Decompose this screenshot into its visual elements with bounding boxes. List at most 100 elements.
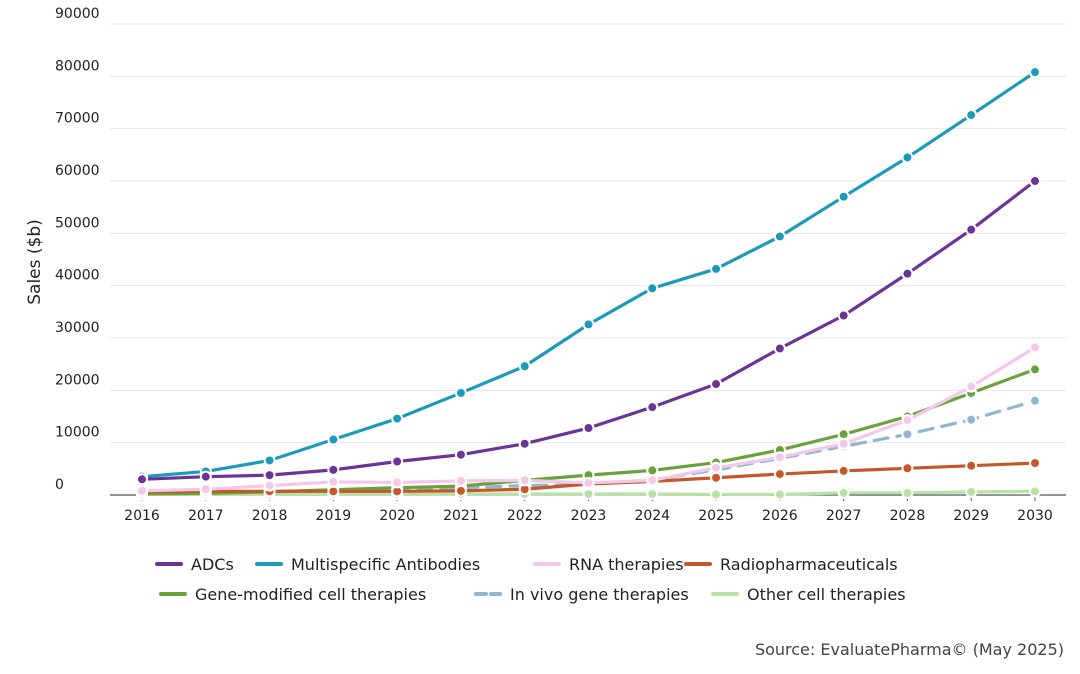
data-point (199, 483, 212, 496)
series-lines (136, 66, 1041, 501)
x-tick-label: 2026 (762, 508, 798, 524)
legend-label: Radiopharmaceuticals (720, 555, 898, 574)
data-point (518, 437, 531, 450)
data-point (1029, 66, 1041, 79)
data-point (773, 451, 786, 464)
y-tick-label: 20000 (55, 372, 100, 388)
data-point (582, 422, 595, 435)
y-tick-label: 70000 (55, 111, 100, 127)
data-point (901, 462, 914, 475)
legend-item: Other cell therapies (711, 585, 906, 604)
data-point (773, 342, 786, 355)
data-point (327, 475, 340, 488)
x-tick-label: 2025 (698, 508, 734, 524)
data-point (136, 484, 148, 497)
legend-item: In vivo gene therapies (474, 585, 689, 604)
data-point (965, 485, 978, 498)
data-point (837, 190, 850, 203)
data-point (646, 401, 659, 414)
data-point (965, 380, 978, 393)
y-tick-label: 0 (55, 477, 64, 493)
legend-label: Multispecific Antibodies (291, 555, 480, 574)
x-tick-label: 2029 (953, 508, 989, 524)
axes: 0 10000 20000 30000 40000 50000 60000 70000 8000… (55, 6, 1066, 524)
y-tick-label: 10000 (55, 425, 100, 441)
x-tick-label: 2016 (124, 508, 160, 524)
data-point (327, 463, 340, 476)
data-point (901, 414, 914, 427)
data-point (901, 428, 914, 441)
data-point (263, 469, 276, 482)
data-point (263, 479, 276, 492)
legend-label: Other cell therapies (747, 585, 906, 604)
legend-label: ADCs (191, 555, 234, 574)
data-point (965, 223, 978, 236)
x-tick-label: 2022 (507, 508, 543, 524)
legend-label: Gene-modified cell therapies (195, 585, 426, 604)
y-tick-label: 90000 (55, 6, 100, 22)
data-point (1029, 394, 1041, 407)
data-point (1029, 363, 1041, 376)
data-point (263, 454, 276, 467)
data-point (965, 459, 978, 472)
data-point (773, 468, 786, 481)
x-tick-label: 2023 (571, 508, 607, 524)
data-point (327, 433, 340, 446)
data-point (710, 461, 723, 474)
series-line (140, 70, 1037, 479)
legend-label: In vivo gene therapies (510, 585, 689, 604)
legend-label: RNA therapies (569, 555, 684, 574)
x-tick-label: 2024 (634, 508, 670, 524)
data-point (773, 488, 786, 501)
data-point (1029, 341, 1041, 354)
x-tick-label: 2018 (252, 508, 288, 524)
y-tick-label: 40000 (55, 268, 100, 284)
data-point (646, 487, 659, 500)
data-point (1029, 485, 1041, 498)
y-tick-label: 60000 (55, 163, 100, 179)
x-tick-label: 2019 (316, 508, 352, 524)
data-point (646, 474, 659, 487)
series-adcs (136, 175, 1041, 486)
y-tick-label: 50000 (55, 215, 100, 231)
data-point (136, 473, 148, 486)
legend: ADCs Multispecific Antibodies RNA therapie… (155, 555, 906, 604)
data-point (1029, 175, 1041, 187)
x-tick-label: 2020 (379, 508, 415, 524)
data-point (199, 470, 212, 483)
data-point (837, 486, 850, 499)
gridlines (110, 23, 1066, 444)
data-point (454, 386, 467, 399)
data-point (901, 267, 914, 280)
data-point (518, 360, 531, 373)
x-tick-label: 2017 (188, 508, 224, 524)
data-point (837, 437, 850, 450)
data-point (710, 378, 723, 391)
data-point (837, 464, 850, 477)
data-point (837, 309, 850, 322)
data-point (965, 109, 978, 122)
legend-item: ADCs (155, 555, 234, 574)
x-tick-label: 2021 (443, 508, 479, 524)
legend-item: RNA therapies (533, 555, 684, 574)
data-point (391, 476, 404, 489)
data-point (518, 474, 531, 487)
data-point (965, 413, 978, 426)
data-point (901, 151, 914, 164)
data-point (391, 412, 404, 425)
legend-item: Gene-modified cell therapies (159, 585, 426, 604)
source-note: Source: EvaluatePharma© (May 2025) (755, 640, 1064, 659)
data-point (646, 464, 659, 477)
data-point (582, 318, 595, 331)
x-tick-label: 2027 (826, 508, 862, 524)
data-point (454, 484, 467, 497)
data-point (582, 476, 595, 489)
data-point (646, 282, 659, 295)
data-point (773, 230, 786, 243)
y-tick-label: 30000 (55, 320, 100, 336)
series-rna-therapies (136, 341, 1041, 497)
data-point (391, 455, 404, 468)
legend-item: Multispecific Antibodies (255, 555, 480, 574)
y-axis-title: Sales ($b) (25, 219, 45, 305)
legend-item: Radiopharmaceuticals (684, 555, 898, 574)
